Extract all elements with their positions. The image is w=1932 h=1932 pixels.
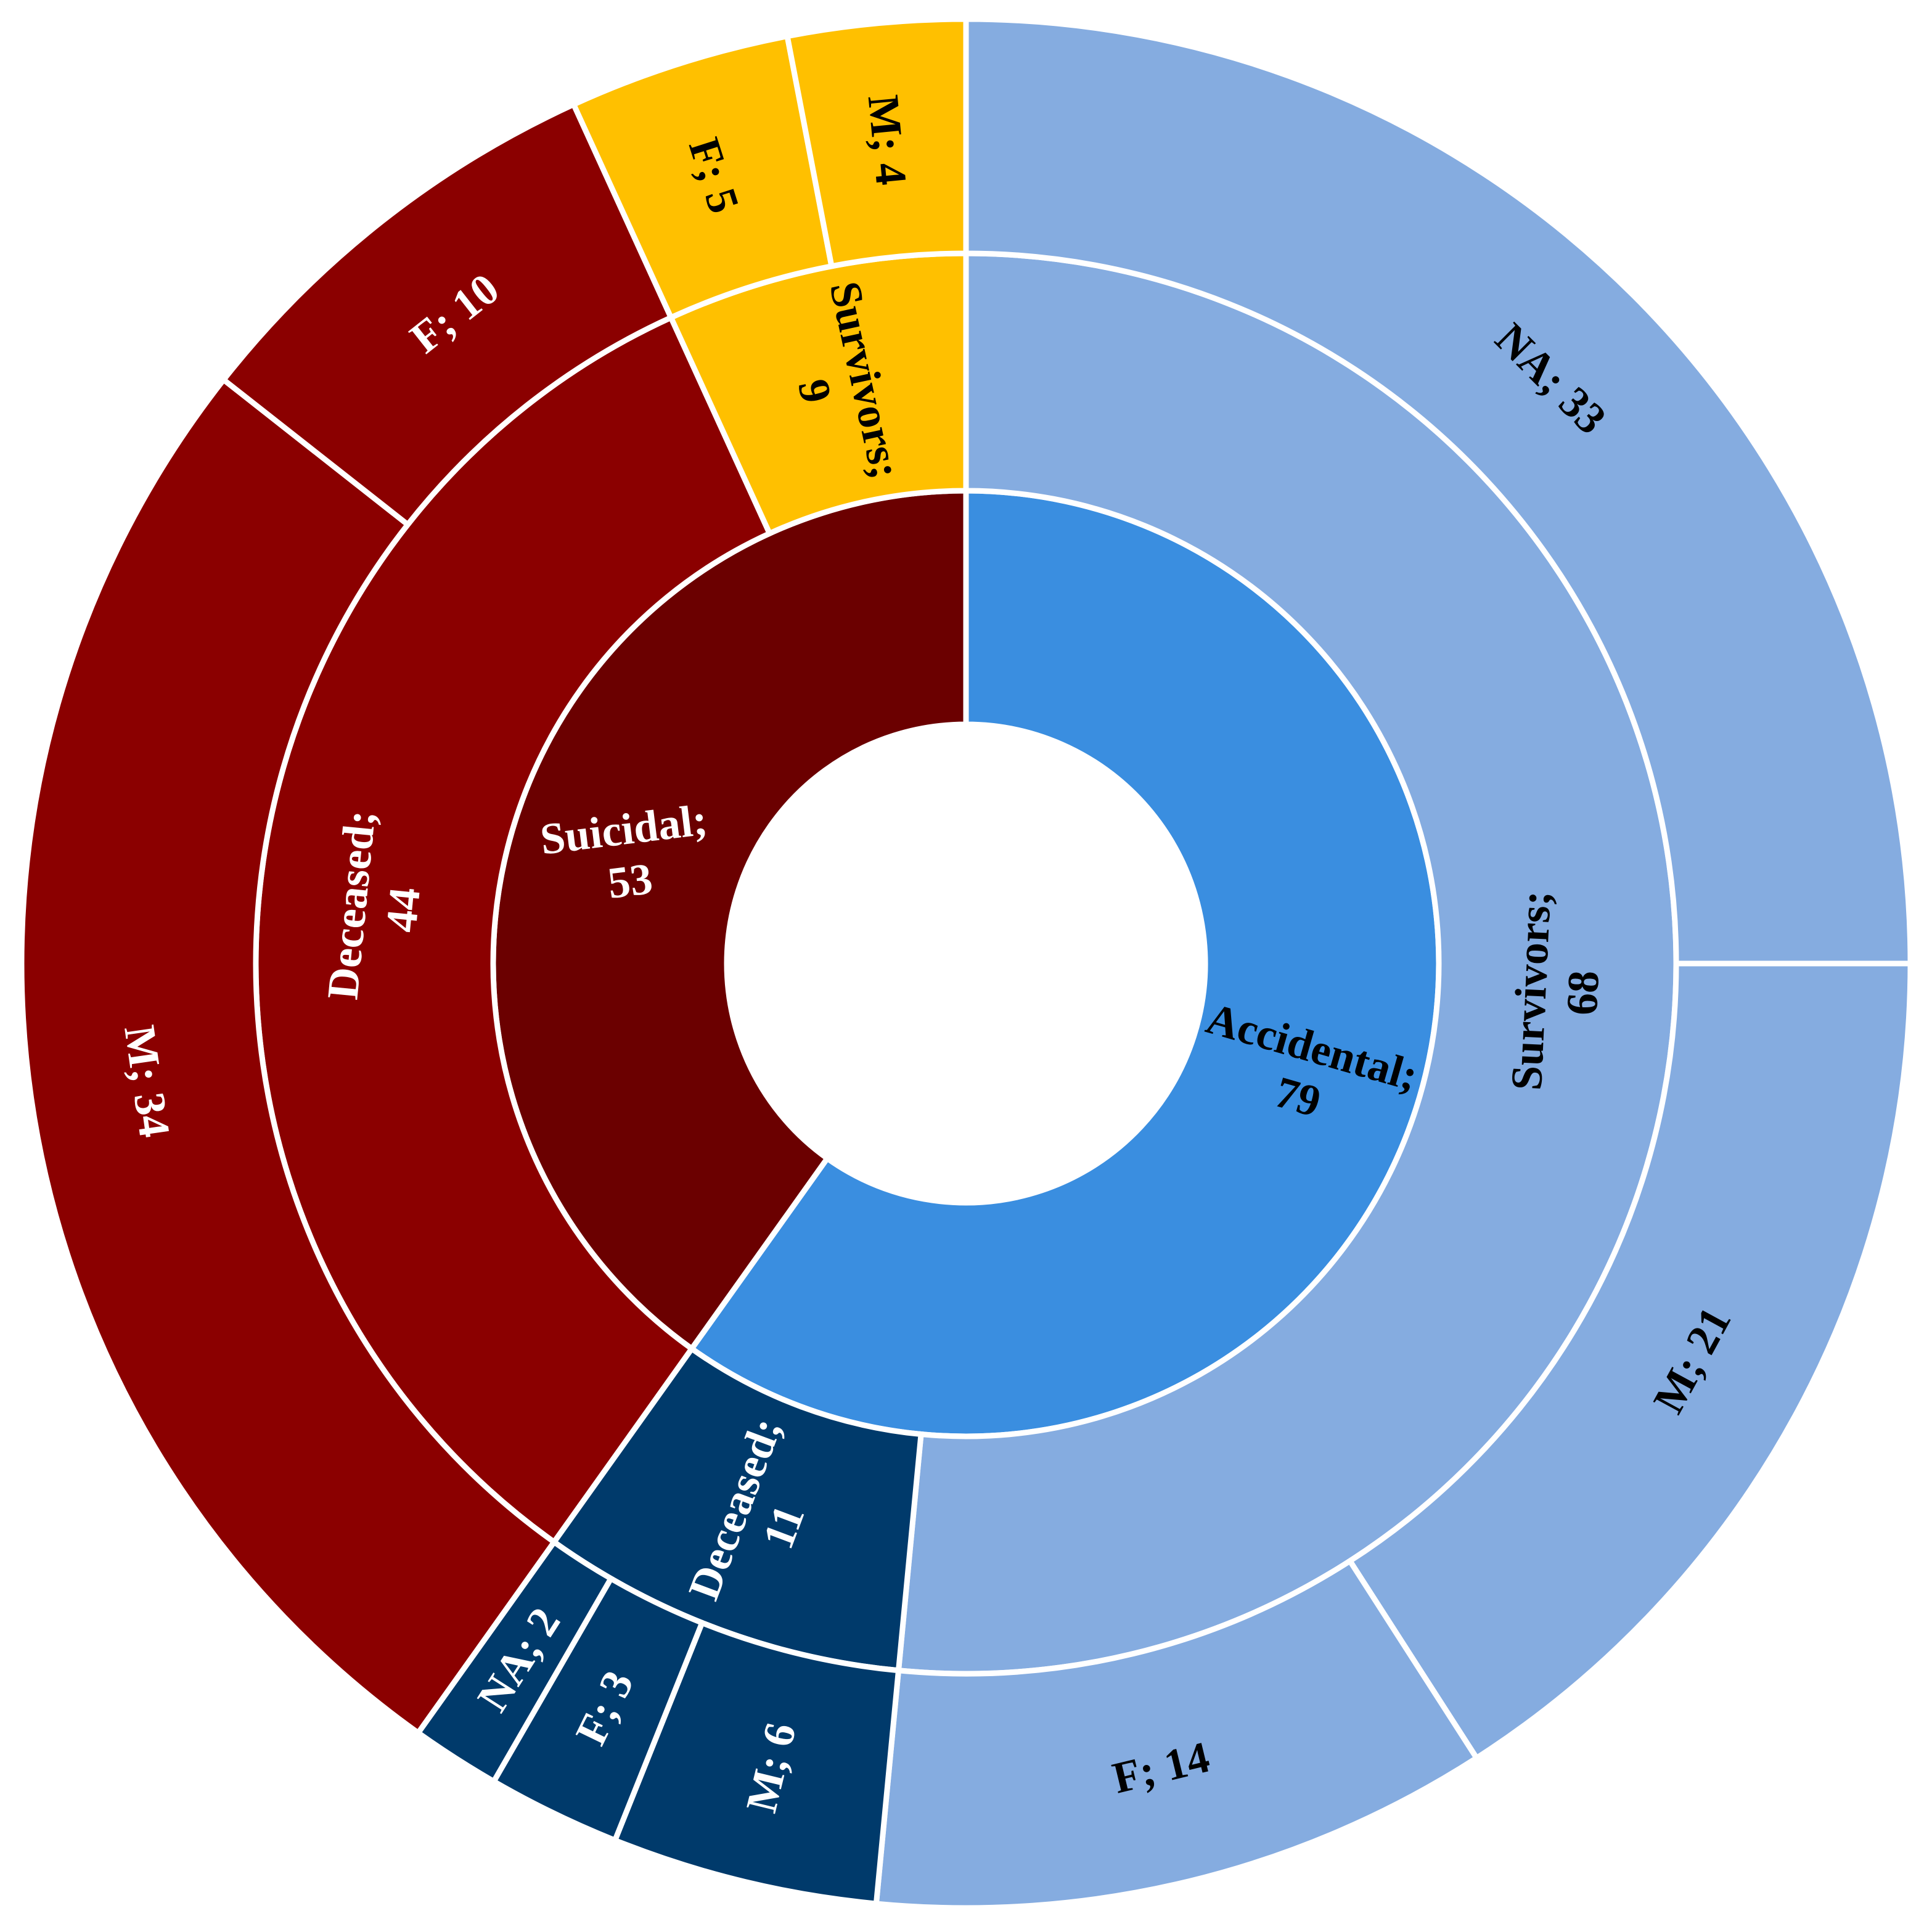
label-outcome-accidental-survivors: Survivors;68 bbox=[1502, 890, 1612, 1094]
segments-group bbox=[18, 16, 1914, 1911]
segment-sex-suicidal-survivors-m bbox=[784, 16, 969, 270]
segment-sex-suicidal-deceased-m bbox=[18, 375, 559, 1737]
label-sex-suicidal-survivors-m: M; 4 bbox=[859, 93, 917, 187]
segment-sex-accidental-survivors-m bbox=[1346, 960, 1914, 1762]
segment-sex-accidental-survivors-na bbox=[963, 16, 1914, 967]
labels-group: Accidental;79Suicidal;53Survivors;68Dece… bbox=[115, 93, 1740, 1817]
